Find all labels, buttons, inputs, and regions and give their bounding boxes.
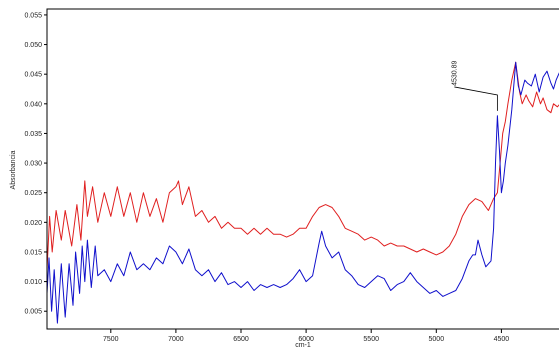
series-line-2 [46,61,559,324]
x-axis-title: cm-1 [295,342,311,349]
x-tick-label: 6000 [298,336,314,343]
y-tick-label: 0.045 [24,72,42,79]
x-axis: 7500 7000 6500 6000 5500 5000 4500 [103,329,509,343]
y-tick-label: 0.025 [24,190,42,197]
y-tick-label: 0.020 [24,220,42,227]
series-line-1 [46,61,559,270]
y-tick-label: 0.010 [24,279,42,286]
peak-label: 4530.89 [451,61,458,86]
x-tick-label: 4500 [494,336,510,343]
y-tick-label: 0.015 [24,249,42,256]
y-axis-title: Absorbancia [10,150,17,189]
x-tick-label: 5500 [363,336,379,343]
y-tick-label: 0.030 [24,161,42,168]
peak-leader-line [454,86,498,111]
y-axis: 0.005 0.010 0.015 0.020 0.025 0.030 0.035 0.040… [24,12,47,316]
x-tick-label: 5000 [429,336,445,343]
y-tick-label: 0.055 [24,12,42,19]
annotation-layer: 4530.89 [451,61,498,111]
x-tick-label: 7500 [103,336,119,343]
x-tick-label: 7000 [168,336,184,343]
plot-frame [46,8,559,330]
y-tick-label: 0.005 [24,309,42,316]
y-tick-label: 0.035 [24,131,42,138]
x-tick-label: 6500 [233,336,249,343]
y-tick-label: 0.040 [24,101,42,108]
y-tick-label: 0.050 [24,42,42,49]
series-layer [46,61,559,324]
